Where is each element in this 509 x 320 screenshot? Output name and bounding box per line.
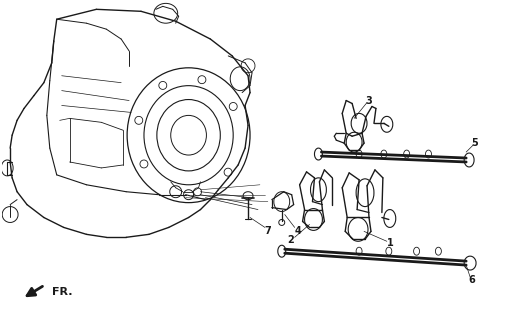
Text: 7: 7 [264, 226, 271, 236]
Text: FR.: FR. [52, 287, 72, 297]
Text: 2: 2 [287, 235, 294, 245]
Text: 4: 4 [294, 226, 300, 236]
Text: 1: 1 [387, 238, 393, 248]
Text: 5: 5 [471, 138, 477, 148]
Text: 6: 6 [468, 275, 474, 285]
Text: 3: 3 [365, 96, 372, 106]
